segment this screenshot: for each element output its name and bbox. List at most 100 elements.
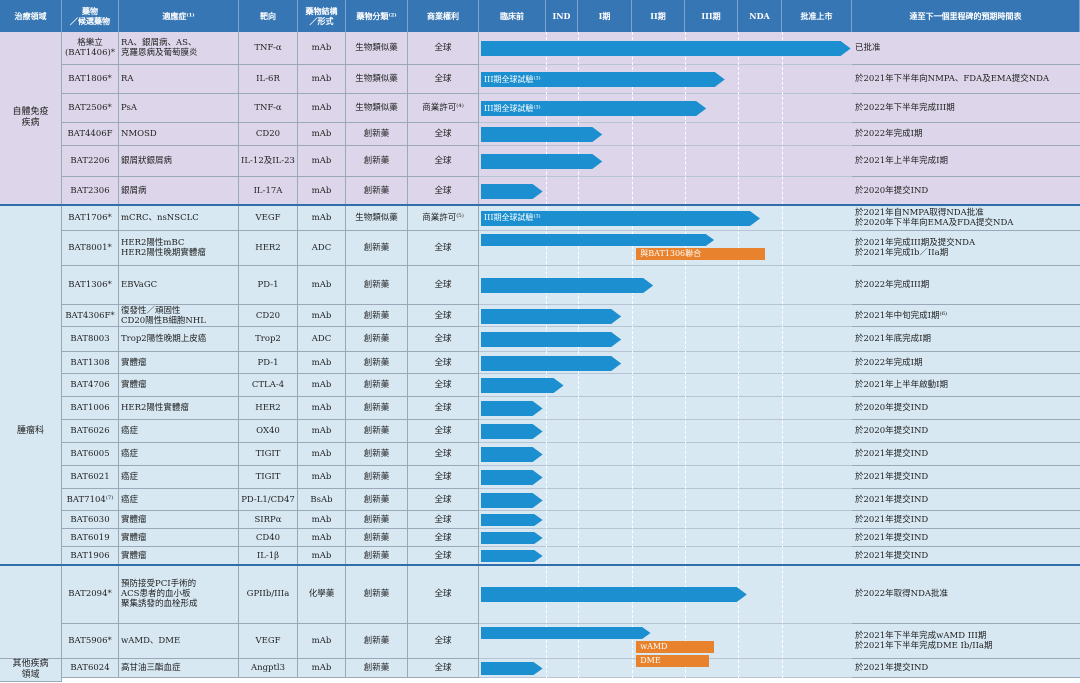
modality-cell: mAb [298,123,346,146]
rights-cell: 全球 [408,511,479,529]
arrow-shape [481,308,622,324]
arrow-shape [481,355,622,371]
arrow-shape [481,183,543,199]
progress-arrow [481,627,651,639]
category-cell: 生物類似藥 [346,94,408,123]
category-cell: 生物類似藥 [346,32,408,65]
next-milestone: 於2021年提交IND [852,529,1080,547]
drug-cell: BAT7104⁽⁷⁾ [62,489,119,511]
indication-cell: 復發性／頑固性 CD20陽性B細胞NHL [119,305,239,327]
timeline-row [479,466,852,489]
modality-cell: 化學藥 [298,565,346,624]
stage-gridline [782,32,783,683]
progress-arrow [481,127,603,142]
header-ind: IND [546,0,578,32]
next-milestone: 於2021年上半年完成I期 [852,146,1080,177]
arrow-shape [481,587,747,602]
indication-cell: EBVaGC [119,266,239,305]
indication-cell: HER2陽性mBC HER2陽性晚期實體瘤 [119,231,239,266]
drug-cell: BAT2094* [62,565,119,624]
category-cell: 創新藥 [346,123,408,146]
combination-label: wAMD [636,641,715,653]
rights-cell: 全球 [408,489,479,511]
therapeutic-area: 腫瘤科 [0,205,62,659]
arrow-shape [481,492,543,508]
rights-cell: 全球 [408,443,479,466]
rights-cell: 全球 [408,565,479,624]
drug-cell: BAT4406F [62,123,119,146]
header-phase1: I期 [578,0,632,32]
drug-cell: BAT6019 [62,529,119,547]
arrow-shape [481,378,564,393]
modality-cell: mAb [298,146,346,177]
progress-arrow [481,332,622,347]
category-cell: 創新藥 [346,374,408,397]
progress-arrow [481,234,715,246]
next-milestone: 於2020年提交IND [852,420,1080,443]
header-preclinical: 臨床前 [479,0,546,32]
rights-cell: 全球 [408,231,479,266]
progress-arrow [481,662,543,675]
progress-arrow [481,447,543,462]
indication-cell: 銀屑狀銀屑病 [119,146,239,177]
target-cell: IL-6R [239,65,298,94]
next-milestone: 於2021年提交IND [852,659,1080,678]
progress-arrow [481,492,543,508]
drug-cell: BAT1906 [62,547,119,565]
progress-arrow [481,532,543,544]
indication-cell: 預防接受PCI手術的 ACS患者的血小板 聚集誘發的血栓形成 [119,565,239,624]
timeline-row [479,529,852,547]
progress-arrow [481,308,622,324]
next-milestone: 於2021年提交IND [852,511,1080,529]
arrow-shape [481,278,654,293]
target-cell: PD-1 [239,352,298,374]
arrow-label: III期全球試驗⁽³⁾ [484,213,541,222]
modality-cell: mAb [298,205,346,231]
target-cell: IL-1β [239,547,298,565]
area-separator [0,204,1080,206]
category-cell: 創新藥 [346,659,408,678]
indication-cell: 癌症 [119,466,239,489]
rights-cell: 全球 [408,624,479,659]
drug-cell: BAT6021 [62,466,119,489]
arrow-shape [481,210,760,226]
next-milestone: 已批准 [852,32,1080,65]
next-milestone: 於2020年提交IND [852,177,1080,205]
next-milestone: 於2021年提交IND [852,443,1080,466]
stage-gridline [738,32,739,683]
modality-cell: BsAb [298,489,346,511]
rights-cell: 全球 [408,266,479,305]
timeline-row [479,443,852,466]
target-cell: PD-L1/CD47 [239,489,298,511]
target-cell: HER2 [239,397,298,420]
stage-gridline [632,32,633,683]
target-cell: IL-12及IL-23 [239,146,298,177]
category-cell: 創新藥 [346,443,408,466]
rights-cell: 商業許可⁽⁵⁾ [408,205,479,231]
stage-gridline [685,32,686,683]
header-next-milestone: 達至下一個里程碑的預期時間表 [852,0,1080,32]
arrow-shape [481,662,543,675]
category-cell: 創新藥 [346,397,408,420]
arrow-shape [481,154,603,169]
modality-cell: mAb [298,177,346,205]
timeline-row [479,397,852,420]
rights-cell: 全球 [408,352,479,374]
modality-cell: mAb [298,94,346,123]
indication-cell: Trop2陽性晚期上皮癌 [119,327,239,352]
progress-arrow [481,550,543,562]
indication-cell: 銀屑病 [119,177,239,205]
indication-cell: HER2陽性實體瘤 [119,397,239,420]
target-cell: CD40 [239,529,298,547]
next-milestone: 於2022年取得NDA批准 [852,565,1080,624]
indication-cell: mCRC、nsNSCLC [119,205,239,231]
modality-cell: mAb [298,420,346,443]
target-cell: Trop2 [239,327,298,352]
modality-cell: mAb [298,266,346,305]
drug-cell: BAT1006 [62,397,119,420]
next-milestone: 於2021年提交IND [852,547,1080,565]
category-cell: 生物類似藥 [346,205,408,231]
modality-cell: mAb [298,466,346,489]
category-cell: 創新藥 [346,352,408,374]
modality-cell: mAb [298,32,346,65]
